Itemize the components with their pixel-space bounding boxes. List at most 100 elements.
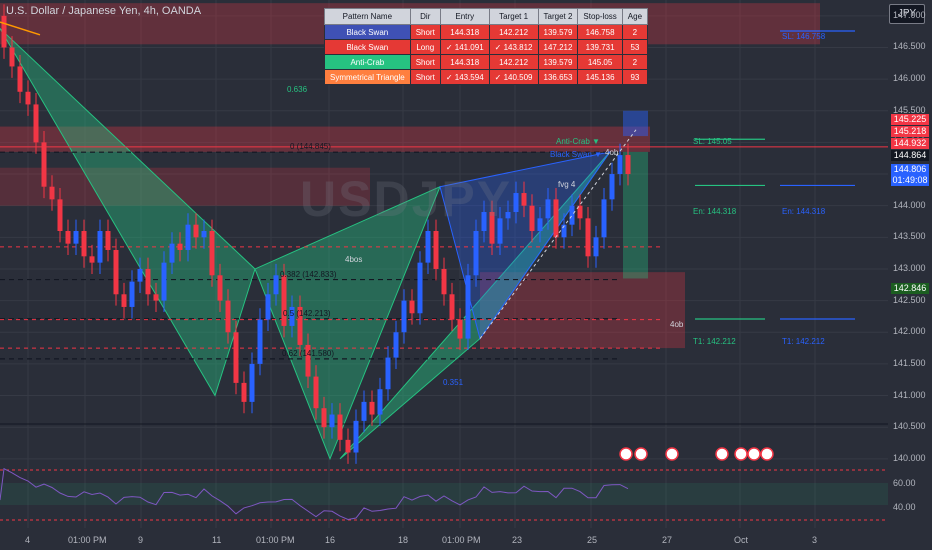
table-row: Black Swan Short 144.318 142.212 139.579 146.… [324,24,649,40]
x-tick-label: 27 [662,535,673,545]
table-cell: ✓ 141.091 [439,39,490,55]
candle-body [273,275,279,295]
candle-body [385,357,391,390]
chart-annotation: T1: 142.212 [782,337,825,346]
y-tick-label: 146.500 [893,41,926,52]
candle-body [401,300,407,333]
candle-body [297,306,303,345]
currency-badge[interactable]: JPY [889,4,925,24]
candle-body [25,91,31,105]
chart-annotation: 4bos [345,255,363,264]
pattern-table-body: Black Swan Short 144.318 142.212 139.579 146.… [324,24,649,85]
y-tick-label: 142.000 [893,326,926,337]
chart-annotation: 0.351 [443,378,464,387]
candle-body [305,344,311,377]
price-tag: 01:49:08 [891,175,929,186]
y-tick-label: 141.500 [893,357,926,368]
table-cell: ✓ 140.509 [488,69,539,85]
table-cell: 2 [621,24,649,40]
candle-body [257,319,263,364]
table-row: Symmetrical Triangle Short ✓ 143.594 ✓ 140.… [324,69,649,85]
target-box-blue [623,110,648,137]
candle-body [585,218,591,257]
candle-body [409,300,415,314]
chart-annotation: T1: 142.212 [693,337,736,346]
candle-body [17,66,23,92]
y-tick-label: 145.500 [893,104,926,115]
table-header-cell: Target 1 [488,8,539,25]
x-tick-label: 3 [812,535,818,545]
table-cell: 146.758 [577,24,623,40]
price-tag: 144.864 [891,150,929,161]
candle-body [617,155,623,175]
fib-level-label: 0.5 (142.213) [283,308,331,318]
y-tick-label: 144.000 [893,199,926,210]
price-tag: 145.218 [891,126,929,137]
event-flag-icon [619,447,633,461]
candle-body [377,389,383,415]
table-header-cell: Pattern Name [324,8,411,25]
candle-body [41,142,47,187]
chart-annotation: En: 144.318 [693,207,737,216]
table-header-cell: Dir [409,8,441,25]
candle-body [513,193,519,213]
candle-body [601,199,607,238]
table-cell: Symmetrical Triangle [324,69,411,85]
candle-body [337,414,343,440]
candle-body [105,231,111,250]
table-header-cell: Target 2 [537,8,579,25]
table-cell: Black Swan [324,39,411,55]
candle-body [497,218,503,244]
candle-body [361,401,367,421]
event-flag-icon [760,447,774,461]
x-tick-label: 23 [512,535,523,545]
x-tick-label: Oct [734,535,749,545]
candle-body [529,205,535,231]
table-cell: 136.653 [537,69,579,85]
table-cell: 53 [621,39,649,55]
x-tick-label: 4 [25,535,31,545]
table-header-cell: Entry [439,8,490,25]
candle-body [609,174,615,200]
x-tick-label: 01:00 PM [442,535,481,545]
table-cell: 144.318 [439,54,490,70]
osc-mid-band [0,483,888,505]
candle-body [281,275,287,326]
candle-body [137,268,143,282]
table-cell: Anti-Crab [324,54,411,70]
x-tick-label: 11 [212,535,222,545]
symbol-title[interactable]: U.S. Dollar / Japanese Yen, 4h, OANDA [6,5,202,17]
candle-body [345,439,351,453]
x-tick-label: 01:00 PM [256,535,295,545]
oscillator-line [0,467,629,521]
candle-body [369,401,375,415]
candle-body [97,231,103,263]
y-tick-label: 147.000 [893,9,926,20]
candle-body [561,224,567,238]
candle-body [313,376,319,409]
chart-annotation: fvg 4 [558,180,576,189]
candle-body [521,193,527,206]
x-tick-label: 9 [138,535,144,545]
y-tick-label: 140.500 [893,421,926,432]
price-tag: 144.806 [891,164,929,175]
candle-body [241,382,247,402]
candle-body [441,268,447,295]
y-tick-label: 142.500 [893,294,926,305]
candle-body [201,231,207,238]
table-cell: 142.212 [488,54,539,70]
y-tick-label: 141.000 [893,389,926,400]
table-row: Anti-Crab Short 144.318 142.212 139.579 145.0… [324,54,649,70]
harmonic-leg-2 [254,185,441,461]
table-cell: 145.05 [577,54,623,70]
y-tick-label: 146.000 [893,73,926,84]
candle-body [233,332,239,383]
fib-level-label: 0.382 (142.833) [280,269,337,279]
y-tick-label: 143.000 [893,262,926,273]
chart-annotation: En: 144.318 [782,207,826,216]
fib-level-label: 0 (144.845) [290,142,331,152]
x-tick-label: 01:00 PM [68,535,107,545]
pattern-table: Pattern Name Dir Entry Target 1 Target 2 Stop… [324,8,649,85]
candle-body [569,205,575,225]
